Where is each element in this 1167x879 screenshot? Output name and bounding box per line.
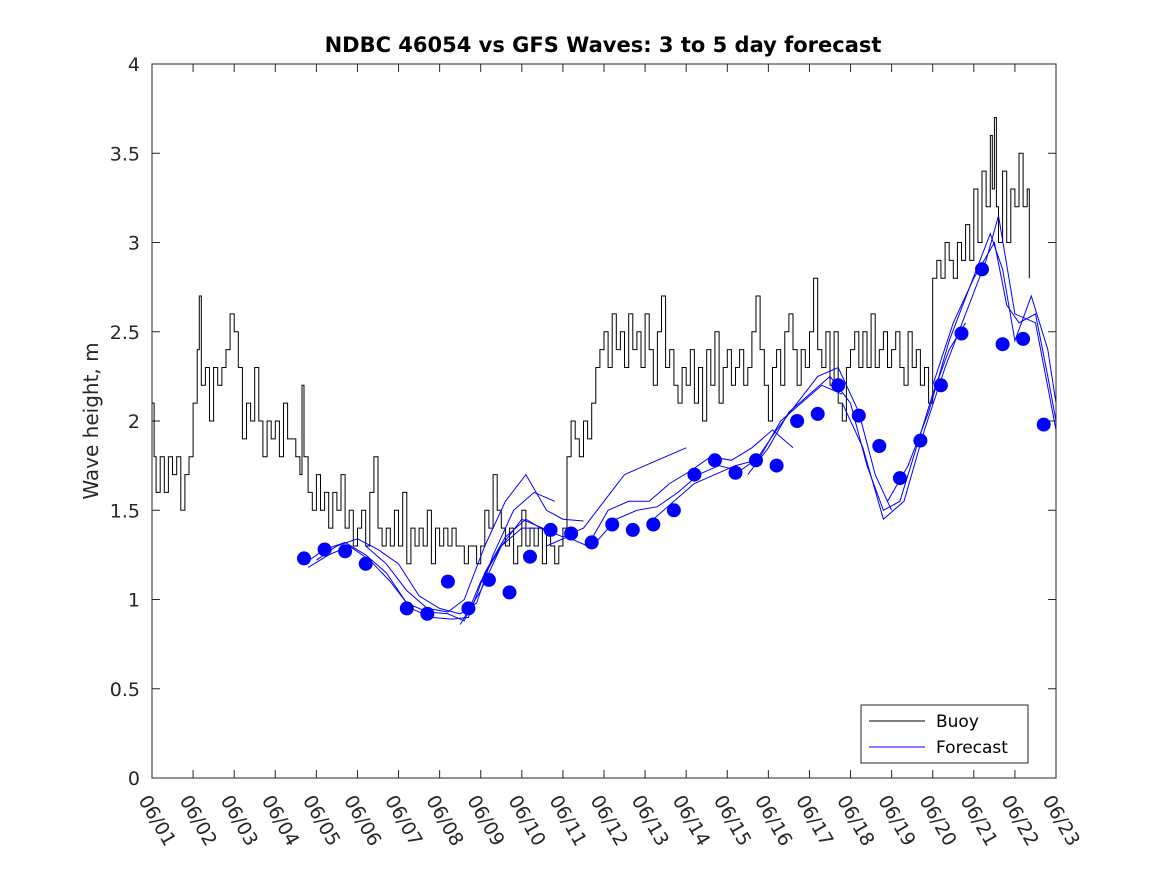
y-tick-label: 2 [128, 411, 140, 433]
chart-title: NDBC 46054 vs GFS Waves: 3 to 5 day fore… [325, 33, 882, 57]
legend-label-buoy: Buoy [936, 712, 979, 732]
y-tick-label: 3 [128, 233, 140, 255]
y-tick-label: 2.5 [110, 322, 140, 344]
forecast-marker [913, 433, 928, 448]
plot-area-frame [151, 63, 1057, 779]
y-axis-label: Wave height, m [79, 342, 103, 499]
forecast-marker [625, 522, 640, 537]
y-tick-label: 3.5 [110, 143, 140, 165]
forecast-marker [440, 574, 455, 589]
forecast-marker [933, 378, 948, 393]
forecast-marker [338, 544, 353, 559]
forecast-marker [605, 517, 620, 532]
forecast-marker [481, 572, 496, 587]
forecast-marker [420, 606, 435, 621]
forecast-marker [523, 549, 537, 564]
legend-label-forecast: Forecast [936, 738, 1008, 758]
forecast-run-line [887, 232, 1056, 502]
forecast-marker [297, 551, 311, 566]
forecast-marker [502, 585, 517, 600]
forecast-marker [831, 378, 846, 393]
forecast-marker [543, 522, 558, 537]
forecast-marker [666, 503, 681, 518]
forecast-run-line [365, 473, 584, 613]
forecast-marker [995, 337, 1010, 352]
forecast-marker [851, 408, 866, 423]
forecast-marker [975, 262, 989, 277]
forecast-marker [461, 601, 476, 616]
y-tick-label: 4 [128, 54, 140, 76]
forecast-marker [769, 458, 784, 473]
forecast-marker [749, 453, 763, 468]
forecast-marker [358, 556, 373, 571]
forecast-marker [707, 453, 722, 468]
legend: Buoy Forecast [860, 704, 1029, 764]
forecast-marker [317, 542, 332, 557]
buoy-series-line [152, 117, 1030, 565]
forecast-marker [954, 326, 969, 341]
forecast-marker [1016, 331, 1031, 346]
forecast-marker [646, 517, 661, 532]
y-tick-label: 0.5 [110, 679, 140, 701]
forecast-marker [564, 526, 579, 541]
forecast-run-line [747, 322, 967, 512]
forecast-marker [687, 467, 702, 482]
forecast-run-line [932, 241, 1056, 422]
forecast-marker [790, 414, 805, 428]
y-tick-label: 1 [128, 590, 140, 612]
forecast-marker [892, 471, 907, 486]
forecast-run-line [316, 491, 555, 615]
forecast-marker [1036, 417, 1051, 432]
forecast-marker [399, 601, 414, 616]
forecast-marker [584, 535, 599, 550]
forecast-run-line [841, 215, 1056, 521]
series-layer [152, 117, 1056, 625]
forecast-marker [810, 406, 825, 421]
y-tick-label: 0 [128, 768, 140, 790]
legend-box [860, 704, 1029, 764]
plot-content [152, 117, 1056, 625]
y-tick-labels: 0 0.5 1 1.5 2 2.5 3 3.5 4 [110, 54, 140, 790]
forecast-marker [728, 465, 743, 480]
forecast-marker [872, 439, 887, 453]
y-tick-label: 1.5 [110, 500, 140, 522]
